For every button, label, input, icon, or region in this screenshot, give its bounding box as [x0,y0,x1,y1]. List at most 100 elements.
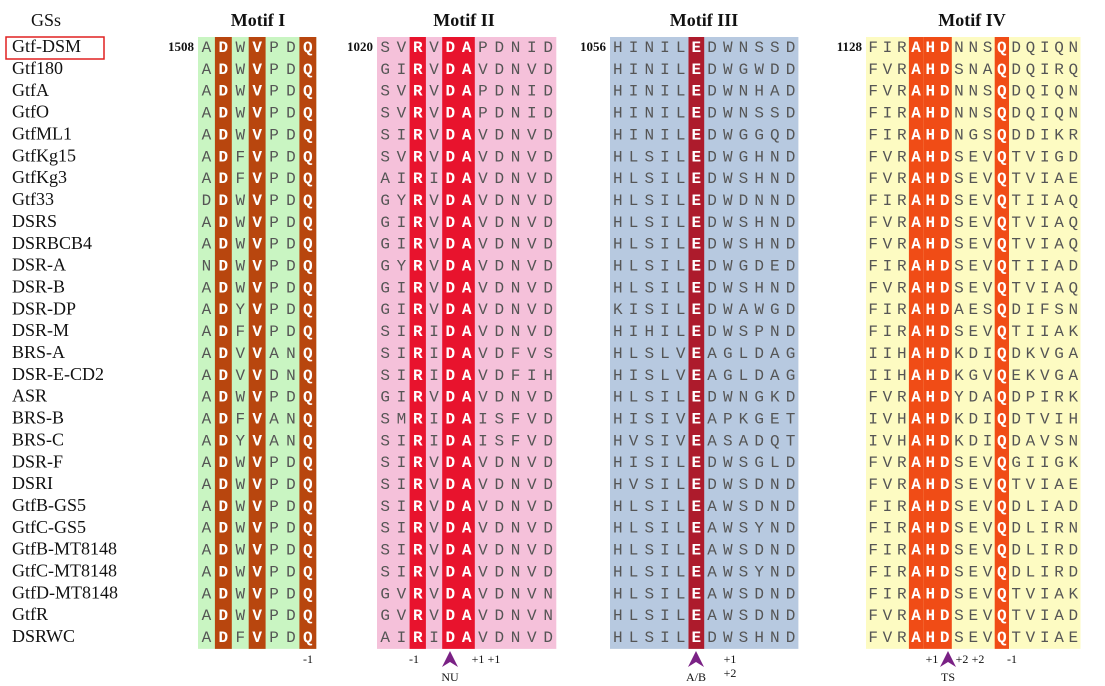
arrow [688,651,704,667]
sequence-name: GtfKg15 [12,145,76,165]
conserved-column [442,37,459,649]
annotation: +1 [472,652,485,666]
annotation: -1 [303,652,313,666]
conserved-column [214,37,232,649]
sequence-name: DSRBCB4 [12,233,92,253]
annotation: A/B [686,670,706,684]
sequence-name: GtfO [12,102,49,122]
annotation: NU [441,670,459,684]
sequence-name: Gtf180 [12,58,63,78]
annotation: -1 [409,652,419,666]
sequence-name: GtfR [12,604,48,624]
annotation: +2 [972,652,985,666]
sequence-name: Gtf-DSM [12,36,81,56]
sequence-name: DSR-B [12,276,65,296]
sequence-name: DSRS [12,211,57,231]
column-header: GSs [31,10,61,30]
motif-header: Motif IV [938,10,1005,30]
annotation: +2 [724,666,737,680]
sequence-name: Gtf33 [12,189,54,209]
sequence-name: DSRWC [12,626,75,646]
start-position: 1056 [580,39,607,54]
conserved-column [937,37,952,649]
sequence-name: DSR-DP [12,298,76,318]
conserved-column [409,37,426,649]
sequence-name: GtfD-MT8148 [12,582,118,602]
sequence-name: BRS-C [12,429,64,449]
annotation: +1 [724,652,737,666]
sequence-name: DSRI [12,473,53,493]
arrow [940,651,956,667]
conserved-column [458,37,475,649]
sequence-name: DSR-M [12,320,69,340]
sequence-name: GtfA [12,80,49,100]
conserved-column [299,37,317,649]
sequence-name: GtfC-GS5 [12,517,86,537]
conserved-column [908,37,924,649]
sequence-name: DSR-A [12,255,66,275]
conserved-column [248,37,266,649]
sequence-name: BRS-B [12,408,64,428]
sequence-name: DSR-F [12,451,63,471]
annotation: TS [941,670,955,684]
